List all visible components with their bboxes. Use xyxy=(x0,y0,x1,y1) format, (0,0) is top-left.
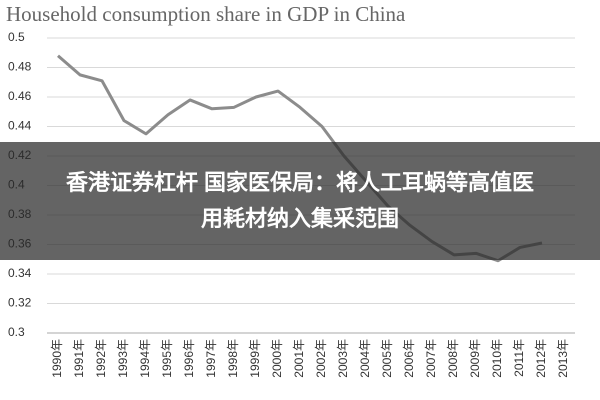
x-tick-label: 1995年 xyxy=(160,339,174,378)
x-tick-label: 1996年 xyxy=(182,339,196,378)
x-tick-label: 1999年 xyxy=(248,339,262,378)
x-tick-label: 2000年 xyxy=(270,339,284,378)
x-tick-label: 2009年 xyxy=(468,339,482,378)
y-tick-label: 0.44 xyxy=(8,119,32,133)
x-tick-label: 2012年 xyxy=(534,339,548,378)
x-tick-label: 1994年 xyxy=(138,339,152,378)
x-tick-label: 1990年 xyxy=(50,339,64,378)
x-tick-label: 1998年 xyxy=(226,339,240,378)
x-tick-label: 2004年 xyxy=(358,339,372,378)
x-tick-label: 2010年 xyxy=(490,339,504,378)
x-tick-label: 1997年 xyxy=(204,339,218,378)
y-tick-label: 0.48 xyxy=(8,60,32,74)
news-banner: 香港证券杠杆 国家医保局：将人工耳蜗等高值医 用耗材纳入集采范围 xyxy=(0,142,600,260)
y-tick-label: 0.32 xyxy=(8,296,32,310)
x-tick-label: 2002年 xyxy=(314,339,328,378)
y-tick-label: 0.46 xyxy=(8,89,32,103)
banner-line: 用耗材纳入集采范围 xyxy=(200,206,399,231)
x-tick-label: 2003年 xyxy=(336,339,350,378)
x-tick-label: 2013年 xyxy=(556,339,570,378)
x-tick-label: 2006年 xyxy=(402,339,416,378)
x-tick-label: 2001年 xyxy=(292,339,306,378)
x-tick-label: 2008年 xyxy=(446,339,460,378)
chart-title: Household consumption share in GDP in Ch… xyxy=(6,2,406,26)
x-tick-label: 2005年 xyxy=(380,339,394,378)
x-tick-label: 1991年 xyxy=(72,339,86,378)
x-tick-label: 2011年 xyxy=(512,339,526,377)
y-tick-label: 0.5 xyxy=(8,30,25,44)
banner-line: 香港证券杠杆 国家医保局：将人工耳蜗等高值医 xyxy=(65,170,535,195)
x-tick-label: 2007年 xyxy=(424,339,438,378)
y-tick-label: 0.34 xyxy=(8,266,32,280)
x-tick-label: 1993年 xyxy=(116,339,130,378)
x-tick-label: 1992年 xyxy=(94,339,108,378)
y-tick-label: 0.3 xyxy=(8,325,25,339)
